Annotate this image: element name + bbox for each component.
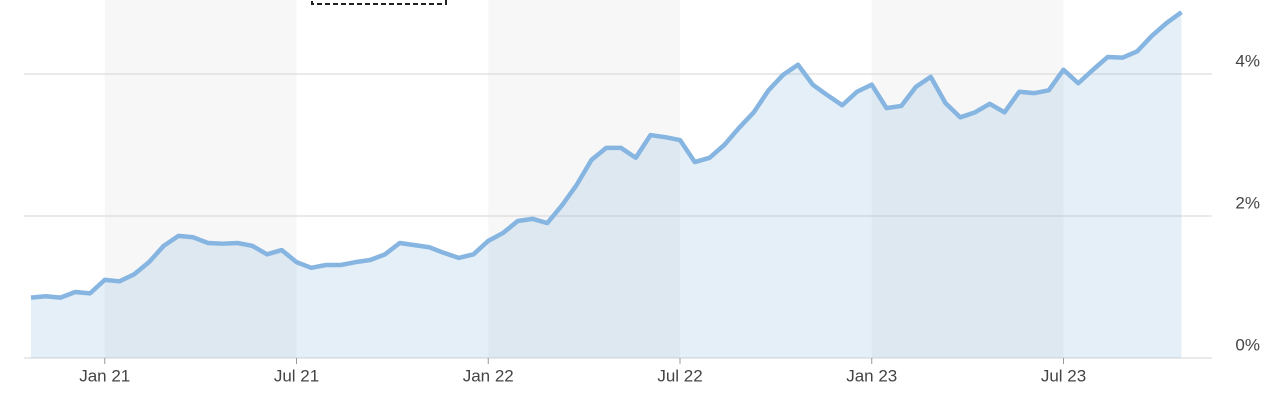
y-tick-label: 0% [1235, 335, 1260, 354]
x-tick-label: Jan 23 [846, 366, 897, 385]
y-tick-label: 4% [1235, 51, 1260, 70]
period-band [871, 0, 1064, 358]
line [30, 10, 1183, 300]
x-tick-label: Jul 23 [1041, 366, 1086, 385]
period-band [104, 0, 297, 358]
x-tick-label: Jan 21 [79, 366, 130, 385]
area-fill [31, 12, 1182, 358]
y-tick-label: 2% [1235, 193, 1260, 212]
period-band [488, 0, 680, 358]
legend-box [311, 0, 447, 5]
x-tick-label: Jul 22 [657, 366, 702, 385]
x-tick-label: Jan 22 [463, 366, 514, 385]
x-tick-label: Jul 21 [274, 366, 319, 385]
